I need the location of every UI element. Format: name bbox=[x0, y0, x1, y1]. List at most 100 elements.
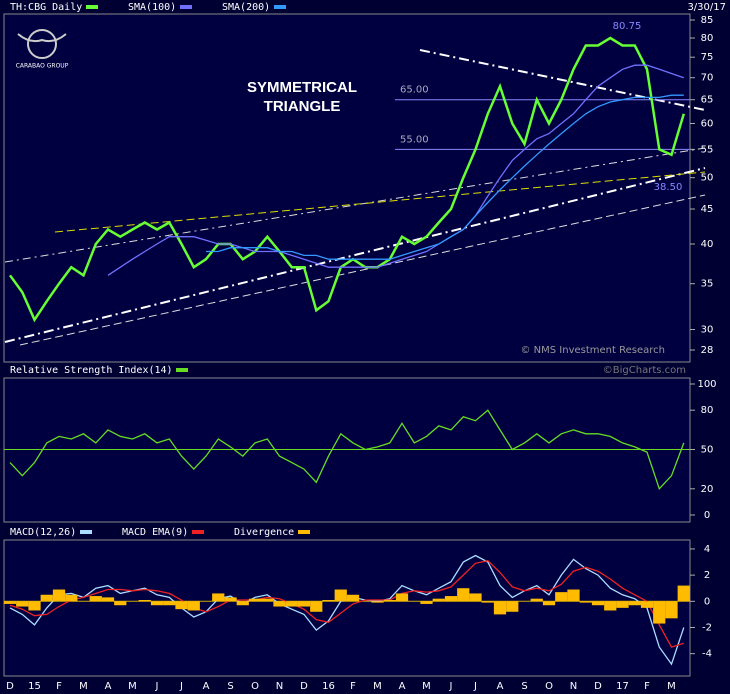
divergence-bar bbox=[150, 601, 164, 606]
y-tick-label: 0 bbox=[704, 596, 710, 607]
x-tick-label: O bbox=[545, 681, 553, 692]
y-tick-label: -2 bbox=[702, 622, 712, 633]
y-tick-label: 4 bbox=[704, 544, 710, 555]
divergence-bar bbox=[395, 593, 409, 602]
trendline bbox=[4, 167, 706, 343]
y-tick-label: 2 bbox=[704, 570, 710, 581]
legend-swatch bbox=[176, 368, 188, 372]
divergence-bar bbox=[371, 601, 384, 603]
trendlines bbox=[4, 49, 706, 346]
x-tick-label: 16 bbox=[322, 681, 335, 692]
y-tick-label: 85 bbox=[701, 15, 714, 26]
y-tick-label: 40 bbox=[701, 239, 714, 250]
divergence-bar bbox=[591, 601, 605, 606]
divergence-bar bbox=[469, 593, 482, 602]
divergence-bar bbox=[579, 601, 592, 603]
divergence-bar bbox=[346, 594, 360, 602]
divergence-bar bbox=[542, 601, 556, 606]
x-tick-label: M bbox=[667, 681, 676, 692]
y-tick-label: 35 bbox=[701, 279, 714, 290]
y-tick-label: 70 bbox=[701, 73, 714, 84]
divergence-bar bbox=[175, 601, 188, 610]
divergence-bar bbox=[16, 601, 29, 607]
logo-mark bbox=[27, 29, 57, 59]
y-tick-label: 45 bbox=[701, 204, 714, 215]
divergence-bar bbox=[420, 601, 433, 604]
x-tick-label: J bbox=[179, 681, 183, 692]
legend-swatch bbox=[192, 530, 204, 534]
y-tick-label: 65 bbox=[701, 95, 714, 106]
x-tick-label: J bbox=[155, 681, 159, 692]
y-tick-label: 30 bbox=[701, 324, 714, 335]
legend-label: SMA(100) bbox=[128, 2, 176, 13]
divergence-bar bbox=[297, 601, 311, 607]
divergence-bar bbox=[567, 589, 580, 602]
divergence-bar bbox=[444, 596, 458, 602]
divergence-bar bbox=[653, 601, 666, 624]
divergence-bar bbox=[248, 598, 262, 602]
source: ©BigCharts.com bbox=[603, 365, 686, 376]
trendline bbox=[19, 194, 706, 346]
series-line bbox=[107, 64, 685, 276]
x-tick-label: A bbox=[105, 681, 112, 692]
divergence-bar bbox=[261, 598, 274, 602]
x-tick-label: F bbox=[644, 681, 650, 692]
divergence-bar bbox=[114, 601, 127, 606]
price-panel bbox=[3, 13, 691, 363]
x-tick-label: M bbox=[422, 681, 431, 692]
y-tick-label: 80 bbox=[701, 33, 714, 44]
date: 3/30/17 bbox=[687, 2, 726, 13]
logo-text: CARABAO GROUP bbox=[16, 63, 69, 70]
divergence-bar bbox=[163, 601, 176, 606]
divergence-bar bbox=[236, 601, 249, 606]
divergence-bar bbox=[310, 601, 323, 612]
divergence-bar bbox=[138, 599, 151, 602]
legend-label: TH:CBG Daily bbox=[10, 2, 82, 13]
x-tick-label: S bbox=[521, 681, 527, 692]
y-tick-label: 55 bbox=[701, 144, 714, 155]
divergence-bar bbox=[604, 601, 617, 611]
x-tick-label: N bbox=[570, 681, 577, 692]
x-tick-label: M bbox=[79, 681, 88, 692]
divergence-bar bbox=[506, 601, 519, 612]
series-line bbox=[9, 559, 684, 648]
x-tick-label: O bbox=[251, 681, 259, 692]
divergence-bar bbox=[555, 592, 568, 602]
x-tick-label: J bbox=[473, 681, 477, 692]
copyright: © NMS Investment Research bbox=[520, 345, 665, 356]
divergence-bar bbox=[285, 601, 298, 607]
divergence-bar bbox=[322, 599, 335, 602]
y-tick-label: 80 bbox=[701, 405, 714, 416]
legend-swatch bbox=[86, 5, 98, 9]
legend-swatch bbox=[298, 530, 310, 534]
divergence-bar bbox=[383, 599, 396, 602]
x-tick-label: M bbox=[373, 681, 382, 692]
x-tick-label: A bbox=[399, 681, 406, 692]
x-tick-label: D bbox=[300, 681, 308, 692]
x-tick-label: N bbox=[276, 681, 283, 692]
y-tick-label: 0 bbox=[704, 510, 710, 521]
level-label: 55.00 bbox=[400, 134, 429, 145]
legend-label: Relative Strength Index(14) bbox=[10, 365, 173, 376]
legend-swatch bbox=[80, 530, 92, 534]
divergence-bar bbox=[665, 601, 678, 619]
y-tick-label: 75 bbox=[701, 52, 714, 63]
trendline bbox=[4, 147, 706, 263]
x-tick-label: 15 bbox=[28, 681, 41, 692]
divergence-bar bbox=[273, 601, 286, 607]
divergence-bar bbox=[52, 589, 66, 602]
divergence-bar bbox=[432, 598, 445, 602]
divergence-bar bbox=[481, 601, 494, 603]
divergence-bar bbox=[65, 594, 78, 602]
x-tick-label: D bbox=[594, 681, 602, 692]
y-tick-label: 50 bbox=[701, 445, 714, 456]
legend-label: MACD(12,26) bbox=[10, 527, 76, 538]
divergence-bar bbox=[224, 597, 237, 602]
divergence-bar bbox=[493, 601, 507, 615]
logo-horns bbox=[17, 33, 67, 43]
annotation-title: TRIANGLE bbox=[264, 98, 341, 115]
legend-swatch bbox=[274, 5, 286, 9]
y-tick-label: 28 bbox=[701, 345, 714, 356]
divergence-bar bbox=[334, 589, 347, 602]
